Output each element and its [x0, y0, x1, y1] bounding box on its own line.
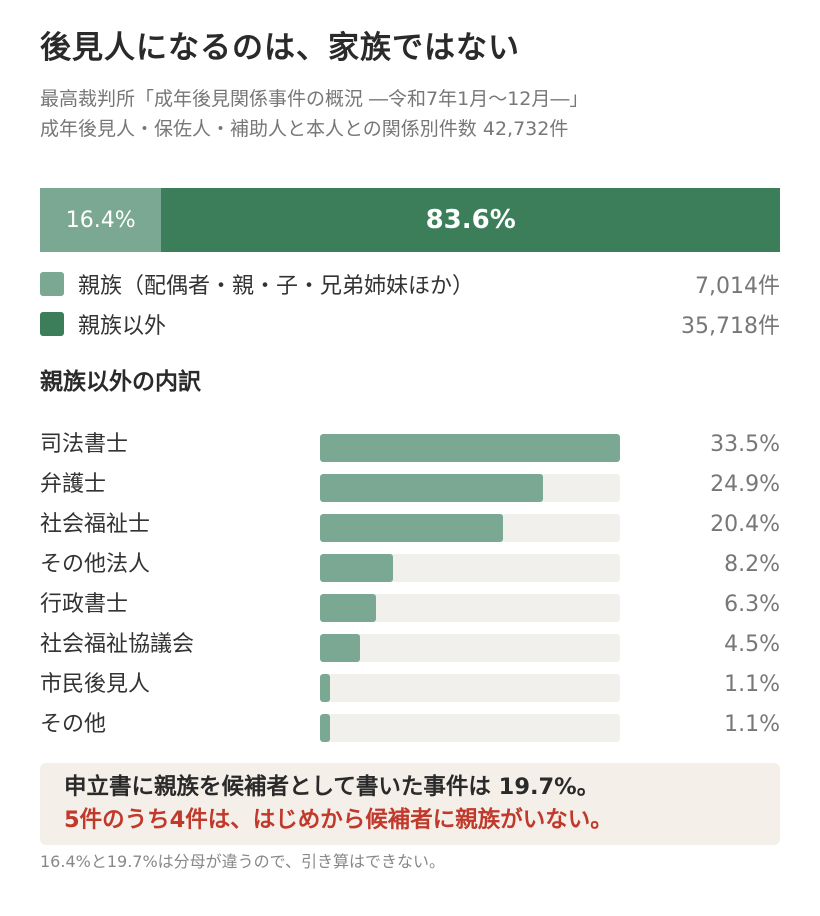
bar-track	[320, 634, 620, 662]
legend-swatch	[40, 272, 64, 296]
legend-item-nonfamily: 親族以外 35,718件	[40, 308, 780, 340]
bar-row: 社会福祉協議会 4.5%	[40, 627, 780, 667]
bar-track	[320, 674, 620, 702]
bar-row: 司法書士 33.5%	[40, 427, 780, 467]
page-title: 後見人になるのは、家族ではない	[40, 30, 520, 66]
legend-count: 35,718件	[681, 314, 780, 339]
legend-label: 親族以外	[78, 314, 167, 339]
bar	[320, 514, 503, 542]
bar-value-label: 24.9%	[710, 472, 780, 497]
bar-row: 社会福祉士 20.4%	[40, 507, 780, 547]
bar	[320, 634, 361, 662]
bar-row: その他 1.1%	[40, 707, 780, 747]
bar-track	[320, 474, 620, 502]
legend-label: 親族（配偶者・親・子・兄弟姉妹ほか）	[78, 274, 475, 299]
bar	[320, 434, 620, 462]
callout-note: 申立書に親族を候補者として書いた事件は 19.7%。 5件のうち4件は、はじめか…	[40, 763, 780, 845]
bar-value-label: 33.5%	[710, 432, 780, 457]
bar-track	[320, 434, 620, 462]
callout-line-2-highlight: 5件のうち4件は、はじめから候補者に親族がいない。	[64, 807, 613, 833]
stacked-segment-nonfamily: 83.6%	[161, 188, 780, 252]
bar	[320, 554, 394, 582]
bar-category-label: その他	[40, 712, 107, 737]
subtitle: 最高裁判所「成年後見関係事件の概況 ―令和7年1月〜12月―」 成年後見人・保佐…	[40, 84, 588, 144]
bar-category-label: その他法人	[40, 552, 151, 577]
bar-row: 市民後見人 1.1%	[40, 667, 780, 707]
stacked-segment-label: 83.6%	[425, 205, 516, 235]
bar-category-label: 社会福祉協議会	[40, 632, 195, 657]
bar	[320, 474, 543, 502]
bar	[320, 714, 330, 742]
bar	[320, 674, 330, 702]
bar-track	[320, 594, 620, 622]
bar-value-label: 1.1%	[724, 712, 780, 737]
breakdown-title: 親族以外の内訳	[40, 369, 201, 395]
bar-category-label: 弁護士	[40, 472, 107, 497]
callout-line-1: 申立書に親族を候補者として書いた事件は 19.7%。	[64, 774, 600, 800]
bar-category-label: 社会福祉士	[40, 512, 151, 537]
subtitle-source: 最高裁判所「成年後見関係事件の概況 ―令和7年1月〜12月―」	[40, 88, 589, 110]
stacked-bar-chart: 16.4% 83.6%	[40, 188, 780, 252]
bar-value-label: 20.4%	[710, 512, 780, 537]
subtitle-description: 成年後見人・保佐人・補助人と本人との関係別件数 42,732件	[40, 118, 569, 140]
stacked-segment-family: 16.4%	[40, 188, 162, 252]
bar-category-label: 行政書士	[40, 592, 129, 617]
bar-track	[320, 714, 620, 742]
bar-value-label: 6.3%	[724, 592, 780, 617]
bar-row: その他法人 8.2%	[40, 547, 780, 587]
bar-row: 弁護士 24.9%	[40, 467, 780, 507]
bar-value-label: 1.1%	[724, 672, 780, 697]
legend-swatch	[40, 312, 64, 336]
legend-item-family: 親族（配偶者・親・子・兄弟姉妹ほか） 7,014件	[40, 268, 780, 300]
bar-category-label: 市民後見人	[40, 672, 151, 697]
footnote: 16.4%と19.7%は分母が違うので、引き算はできない。	[40, 852, 446, 871]
bar-category-label: 司法書士	[40, 432, 129, 457]
stacked-segment-label: 16.4%	[65, 207, 136, 233]
bar-row: 行政書士 6.3%	[40, 587, 780, 627]
bar	[320, 594, 377, 622]
bar-track	[320, 514, 620, 542]
legend-count: 7,014件	[695, 274, 780, 299]
bar-value-label: 8.2%	[724, 552, 780, 577]
bar-track	[320, 554, 620, 582]
bar-value-label: 4.5%	[724, 632, 780, 657]
breakdown-chart: 司法書士 33.5% 弁護士 24.9% 社会福祉士 20.4% その他法人 8.2% 行政書士…	[40, 427, 780, 747]
